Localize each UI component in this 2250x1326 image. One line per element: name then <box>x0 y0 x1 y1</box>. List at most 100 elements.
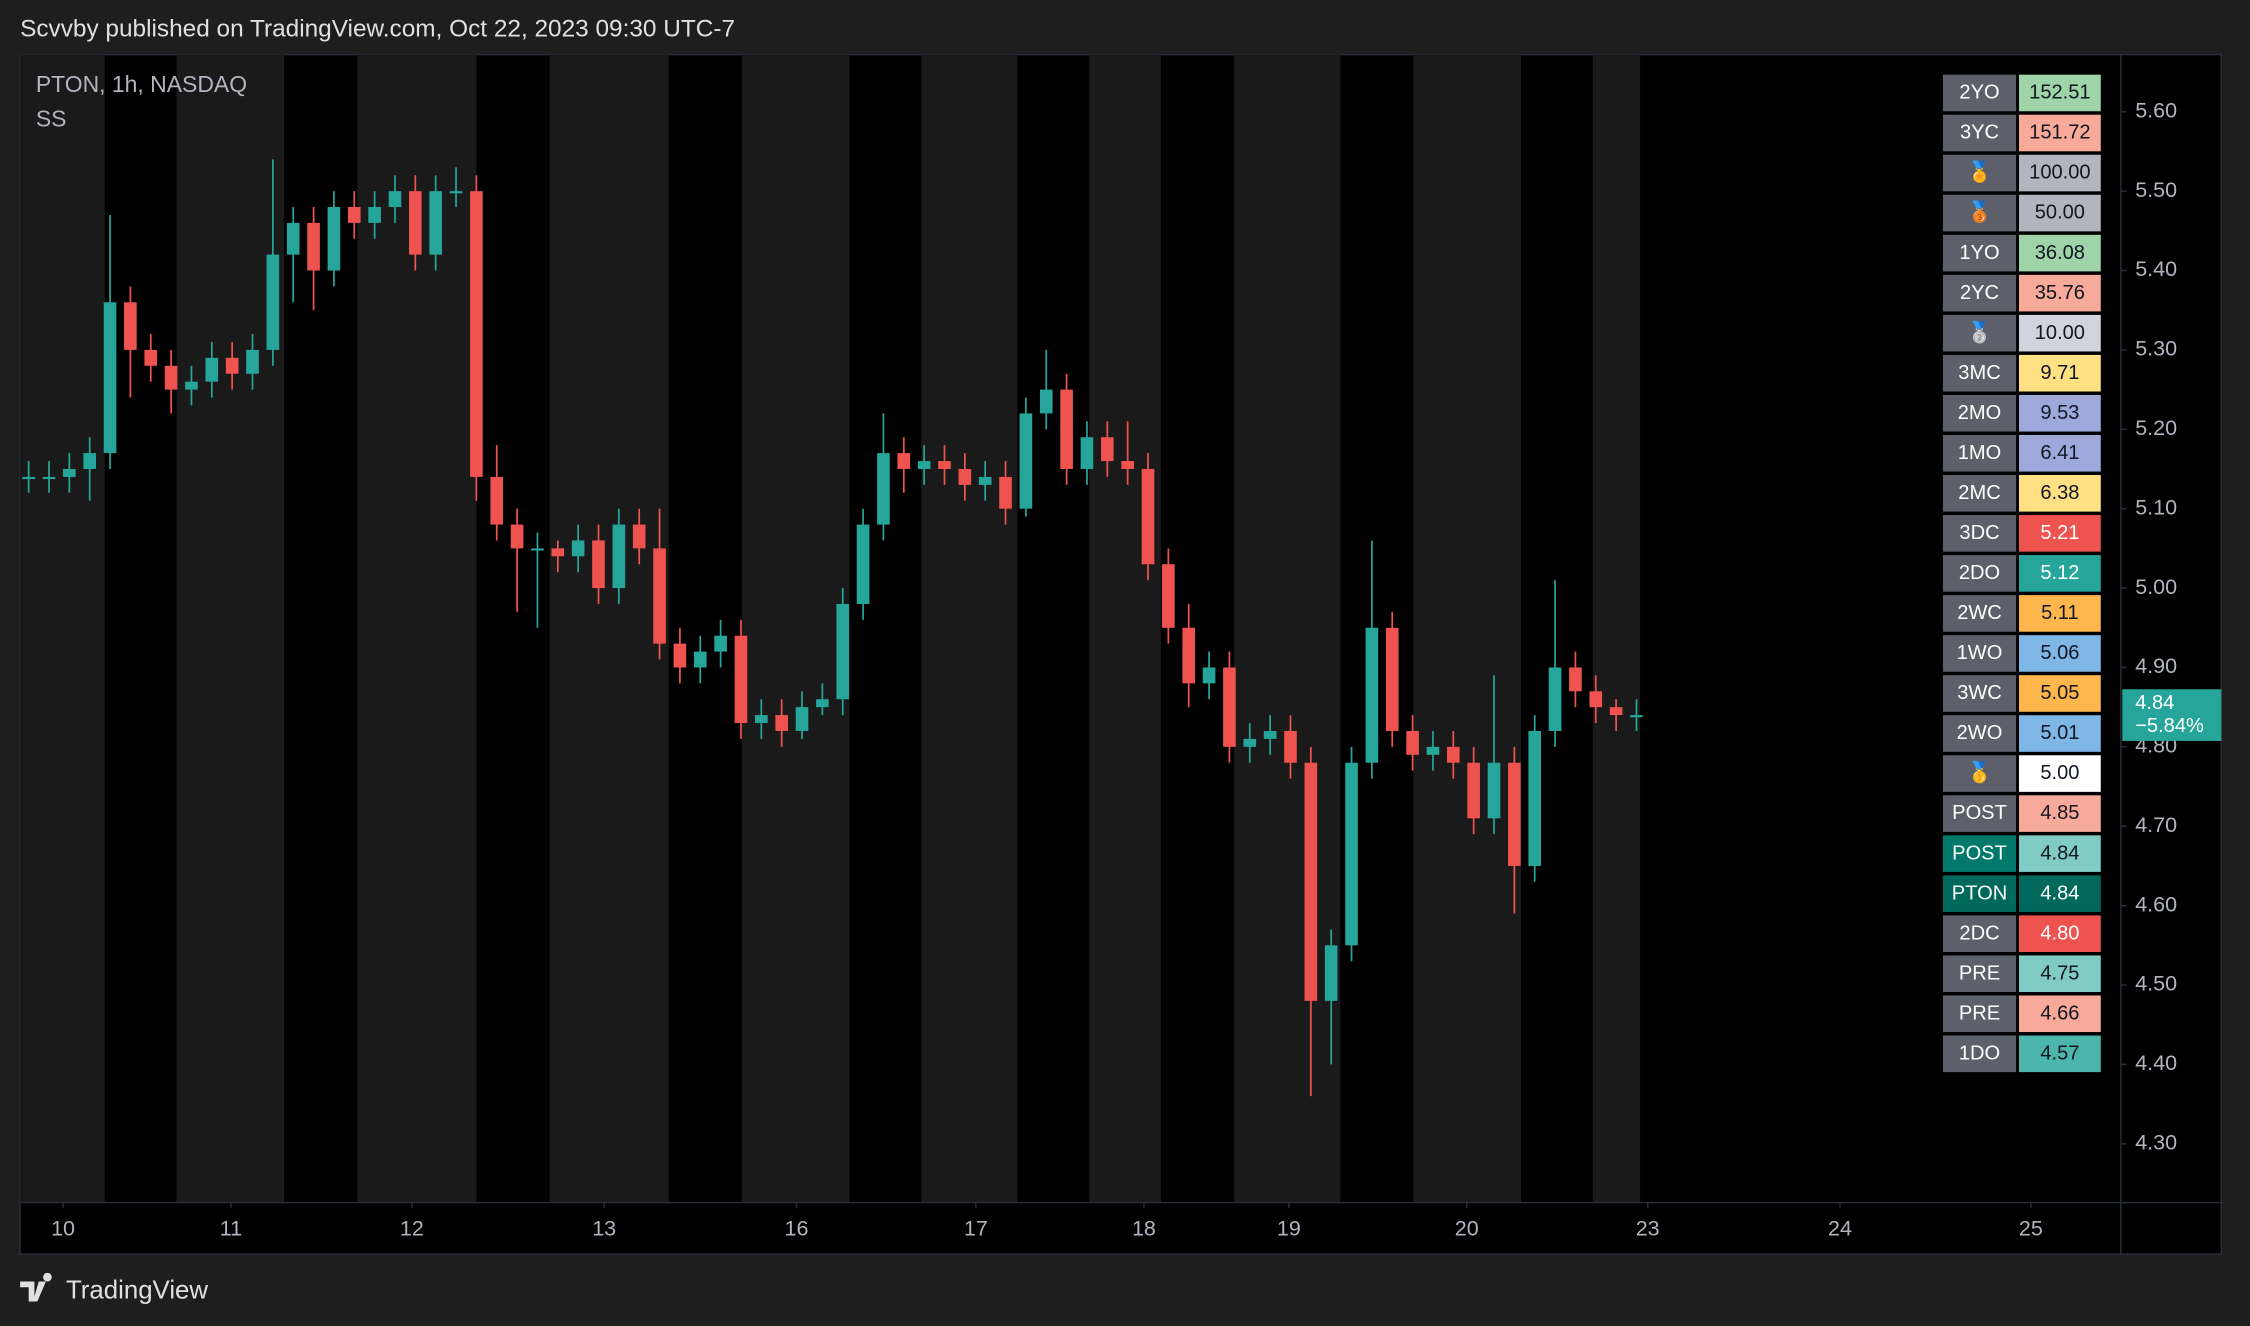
candle-body <box>1528 730 1542 866</box>
y-tick-label: 4.70 <box>2135 813 2177 837</box>
candle-body <box>1121 461 1134 469</box>
candle-body <box>775 715 788 731</box>
table-label: POST <box>1952 842 2007 864</box>
candle-body <box>1630 715 1643 718</box>
candle-body <box>978 476 992 485</box>
session-band <box>741 54 850 1203</box>
table-label-cell <box>1942 675 2017 712</box>
session-bands <box>20 54 1641 1203</box>
table-label: 1MO <box>1958 442 2002 464</box>
table-value-cell <box>2018 595 2101 632</box>
candle-body <box>185 381 198 390</box>
x-tick-label: 16 <box>785 1216 809 1240</box>
table-label: 🏅 <box>1967 160 1992 185</box>
levels-table: 2YO 152.51 3YC 151.72 🏅 100.00 🥉 50.00 1YO 36.08 2… <box>1942 74 2101 1073</box>
table-value-cell <box>2018 915 2101 952</box>
candle-body <box>734 635 748 724</box>
table-value-cell <box>2018 955 2101 993</box>
table-value-cell <box>2018 555 2101 592</box>
candle-body <box>816 699 829 708</box>
table-value-cell <box>2018 394 2101 432</box>
candle-body <box>1406 730 1419 755</box>
candle-body <box>1589 691 1603 708</box>
table-value: 50.00 <box>2035 202 2085 224</box>
chart-title: PTON, 1h, NASDAQ <box>36 71 247 97</box>
table-label: 3MC <box>1958 362 2000 384</box>
table-value-cell <box>2018 995 2101 1033</box>
candle-body <box>938 461 951 469</box>
candle-body <box>897 453 911 469</box>
x-tick-label: 20 <box>1455 1216 1479 1240</box>
table-value-cell <box>2018 715 2101 752</box>
candle-body <box>836 603 850 700</box>
candle-body <box>856 524 870 604</box>
x-tick-label: 13 <box>592 1216 616 1240</box>
candle-body <box>1609 707 1623 716</box>
candle-body <box>999 476 1012 509</box>
y-tick-label: 5.00 <box>2135 575 2177 599</box>
table-value: 36.08 <box>2035 242 2085 264</box>
candle-body <box>42 476 56 480</box>
table-value: 5.00 <box>2040 762 2079 784</box>
table-value: 5.12 <box>2040 562 2079 584</box>
table-value-cell <box>2018 475 2101 512</box>
candle-body <box>225 357 239 374</box>
candle-body <box>327 207 341 271</box>
table-label: 2WO <box>1957 722 2003 744</box>
y-tick-label: 5.20 <box>2135 416 2177 440</box>
candle-body <box>1569 667 1582 692</box>
table-label-cell <box>1942 595 2017 632</box>
session-band <box>1592 54 1641 1203</box>
table-label-cell <box>1942 475 2017 512</box>
table-label: 2MO <box>1958 402 2002 424</box>
candle-body <box>592 540 605 589</box>
table-label: 🥇 <box>1967 760 1992 785</box>
x-tick-label: 12 <box>400 1216 424 1240</box>
candle-body <box>246 349 259 374</box>
table-value: 4.75 <box>2040 962 2079 984</box>
candle-body <box>958 468 972 485</box>
candle-body <box>510 524 524 549</box>
candle-body <box>1060 389 1073 469</box>
table-label-cell <box>1942 795 2017 832</box>
y-tick-label: 4.90 <box>2135 654 2177 678</box>
header-title: Scvvby published on TradingView.com, Oct… <box>20 16 735 43</box>
session-band <box>921 54 1018 1203</box>
x-tick-label: 25 <box>2019 1216 2043 1240</box>
table-label-cell <box>1942 354 2017 392</box>
y-tick-label: 5.60 <box>2135 98 2177 122</box>
table-label-cell <box>1942 915 2017 952</box>
table-label-cell <box>1942 955 2017 993</box>
table-label-cell <box>1942 274 2017 312</box>
table-label: PRE <box>1959 1002 2000 1024</box>
candle-body <box>388 191 402 208</box>
table-label: 2YO <box>1959 82 1999 104</box>
table-label: 3WC <box>1957 682 2002 704</box>
candle-body <box>83 453 97 469</box>
table-label-cell <box>1942 1035 2017 1073</box>
candle-body <box>63 468 76 477</box>
x-tick-label: 10 <box>51 1216 75 1240</box>
table-value: 5.05 <box>2040 682 2079 704</box>
candle-body <box>673 643 687 668</box>
session-band <box>20 54 105 1203</box>
candle-body <box>1162 564 1175 628</box>
table-label-cell <box>1942 314 2017 352</box>
table-value-cell <box>2018 314 2101 352</box>
session-band <box>1413 54 1522 1203</box>
candle-body <box>103 302 117 454</box>
table-value: 4.85 <box>2040 802 2079 824</box>
table-label-cell <box>1942 635 2017 672</box>
table-value: 151.72 <box>2029 122 2090 144</box>
table-value-cell <box>2018 74 2101 112</box>
table-value-cell <box>2018 194 2101 232</box>
table-label-cell <box>1942 555 2017 592</box>
table-value: 10.00 <box>2035 322 2085 344</box>
y-tick-label: 4.30 <box>2135 1130 2177 1154</box>
x-tick-label: 11 <box>220 1216 242 1240</box>
candle-body <box>449 191 463 194</box>
candle-body <box>571 540 585 557</box>
table-value-cell <box>2018 274 2101 312</box>
table-value: 9.53 <box>2040 402 2079 424</box>
